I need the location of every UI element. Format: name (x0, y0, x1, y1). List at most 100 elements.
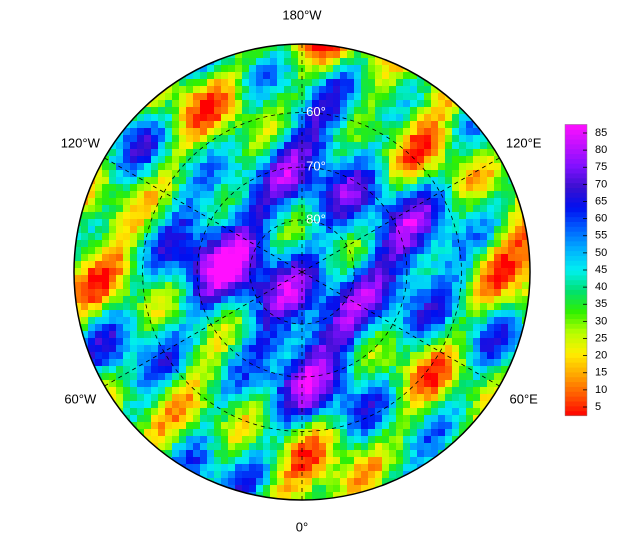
field-cell (235, 268, 242, 275)
field-cell (319, 212, 326, 219)
field-cell (459, 247, 466, 254)
field-cell (193, 387, 200, 394)
field-cell (298, 485, 305, 492)
field-cell (151, 310, 158, 317)
field-cell (284, 100, 291, 107)
field-cell (333, 499, 340, 500)
field-cell (137, 338, 144, 345)
field-cell (445, 373, 452, 380)
field-cell (445, 387, 452, 394)
field-cell (354, 310, 361, 317)
field-cell (81, 205, 88, 212)
field-cell (158, 289, 165, 296)
field-cell (102, 170, 109, 177)
field-cell (354, 436, 361, 443)
field-cell (235, 226, 242, 233)
field-cell (263, 478, 270, 485)
field-cell (102, 198, 109, 205)
field-cell (151, 191, 158, 198)
field-cell (242, 310, 249, 317)
field-cell (326, 58, 333, 65)
field-cell (186, 408, 193, 415)
field-cell (214, 296, 221, 303)
field-cell (347, 261, 354, 268)
field-cell (305, 303, 312, 310)
graticule (104, 44, 500, 500)
field-cell (305, 366, 312, 373)
field-cell (501, 324, 508, 331)
field-cell (102, 142, 109, 149)
field-cell (480, 149, 487, 156)
field-cell (361, 352, 368, 359)
field-cell (361, 128, 368, 135)
field-cell (382, 324, 389, 331)
field-cell (298, 177, 305, 184)
field-cell (144, 107, 151, 114)
field-cell (305, 380, 312, 387)
field-cell (263, 100, 270, 107)
field-cell (515, 352, 522, 359)
field-cell (501, 275, 508, 282)
field-cell (312, 233, 319, 240)
field-cell (193, 163, 200, 170)
field-cell (501, 366, 508, 373)
field-cell (235, 296, 242, 303)
field-cell (179, 142, 186, 149)
field-cell (396, 198, 403, 205)
field-cell (515, 226, 522, 233)
field-cell (165, 429, 172, 436)
field-cell (305, 240, 312, 247)
field-cell (116, 121, 123, 128)
field-cell (459, 359, 466, 366)
field-cell (130, 331, 137, 338)
colorbar-tick-label: 55 (595, 230, 607, 242)
field-cell (347, 380, 354, 387)
field-cell (326, 296, 333, 303)
field-cell (102, 373, 109, 380)
field-cell (284, 226, 291, 233)
field-cell (291, 254, 298, 261)
field-cell (487, 331, 494, 338)
field-cell (382, 422, 389, 429)
field-cell (445, 100, 452, 107)
field-cell (179, 310, 186, 317)
field-cell (382, 177, 389, 184)
field-cell (452, 345, 459, 352)
field-cell (431, 450, 438, 457)
field-cell (340, 408, 347, 415)
field-cell (466, 184, 473, 191)
field-cell (382, 233, 389, 240)
field-cell (452, 289, 459, 296)
field-cell (151, 380, 158, 387)
field-cell (375, 436, 382, 443)
field-cell (242, 485, 249, 492)
field-cell (347, 212, 354, 219)
field-cell (249, 457, 256, 464)
field-cell (228, 275, 235, 282)
field-cell (102, 331, 109, 338)
field-cell (319, 436, 326, 443)
field-cell (417, 338, 424, 345)
field-cell (228, 121, 235, 128)
field-cell (137, 184, 144, 191)
field-cell (186, 177, 193, 184)
field-cell (333, 366, 340, 373)
field-cell (361, 422, 368, 429)
field-cell (165, 226, 172, 233)
field-cell (116, 359, 123, 366)
field-cell (228, 380, 235, 387)
field-cell (480, 324, 487, 331)
field-cell (305, 254, 312, 261)
field-cell (438, 422, 445, 429)
field-cell (459, 373, 466, 380)
field-cell (172, 366, 179, 373)
field-cell (179, 387, 186, 394)
field-cell (165, 163, 172, 170)
field-cell (123, 338, 130, 345)
field-cell (396, 170, 403, 177)
field-cell (270, 233, 277, 240)
field-cell (165, 254, 172, 261)
field-cell (305, 338, 312, 345)
field-cell (445, 436, 452, 443)
field-cell (319, 135, 326, 142)
